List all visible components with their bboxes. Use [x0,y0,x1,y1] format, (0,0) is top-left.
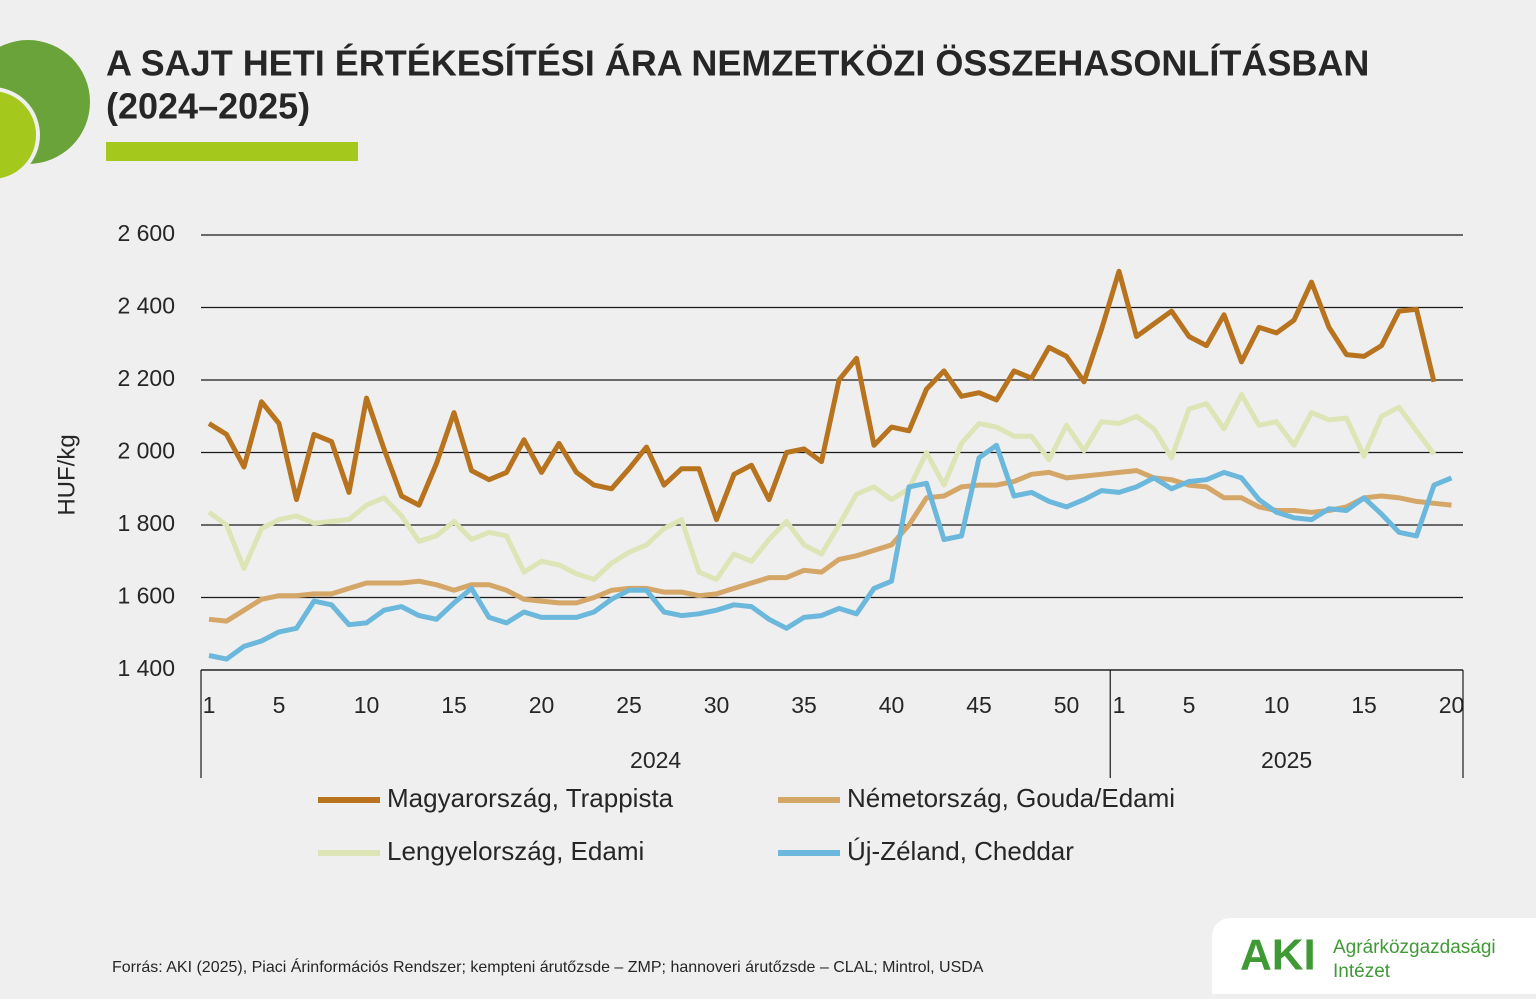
year-label: 2024 [630,747,681,773]
y-tick-label: 1 400 [117,655,175,681]
legend-label: Németország, Gouda/Edami [847,783,1175,813]
series-line [208,442,1453,662]
x-tick-label: 20 [1439,692,1465,718]
series-line [207,268,1437,523]
x-tick-label: 35 [791,692,817,718]
title-underline [106,142,358,161]
x-tick-label: 1 [203,692,216,718]
y-tick-label: 2 400 [117,293,175,319]
x-tick-label: 10 [1264,692,1290,718]
legend-label: Új-Zéland, Cheddar [847,836,1074,866]
x-tick-label: 15 [441,692,467,718]
y-tick-label: 2 000 [117,438,175,464]
x-tick-label: 40 [879,692,905,718]
source: Forrás: AKI (2025), Piaci Árinformációs … [112,957,984,976]
logo-abbr: AKI [1240,931,1316,980]
logo-box [1212,918,1536,999]
legend-label: Magyarország, Trappista [387,783,674,813]
logo-name: Agrárközgazdasági [1333,937,1496,958]
decor-circle [0,87,40,183]
x-tick-label: 50 [1054,692,1080,718]
x-tick-label: 30 [704,692,730,718]
year-label: 2025 [1261,747,1312,773]
series-line [208,468,1452,624]
chart-title: (2024–2025) [106,86,310,127]
y-tick-label: 2 600 [117,220,175,246]
x-tick-label: 45 [966,692,992,718]
chart-title: A SAJT HETI ÉRTÉKESÍTÉSI ÁRA NEMZETKÖZI … [106,43,1369,84]
y-tick-label: 1 800 [117,510,175,536]
x-tick-label: 5 [273,692,286,718]
y-axis-label: HUF/kg [53,434,80,515]
x-tick-label: 1 [1113,692,1126,718]
series-line [207,392,1437,582]
y-tick-label: 1 600 [117,583,175,609]
logo-name: Intézet [1333,961,1391,982]
legend-label: Lengyelország, Edami [387,836,644,866]
y-tick-label: 2 200 [117,365,175,391]
x-tick-label: 10 [354,692,380,718]
x-tick-label: 15 [1351,692,1377,718]
x-tick-label: 5 [1183,692,1196,718]
x-tick-label: 20 [529,692,555,718]
x-tick-label: 25 [616,692,642,718]
